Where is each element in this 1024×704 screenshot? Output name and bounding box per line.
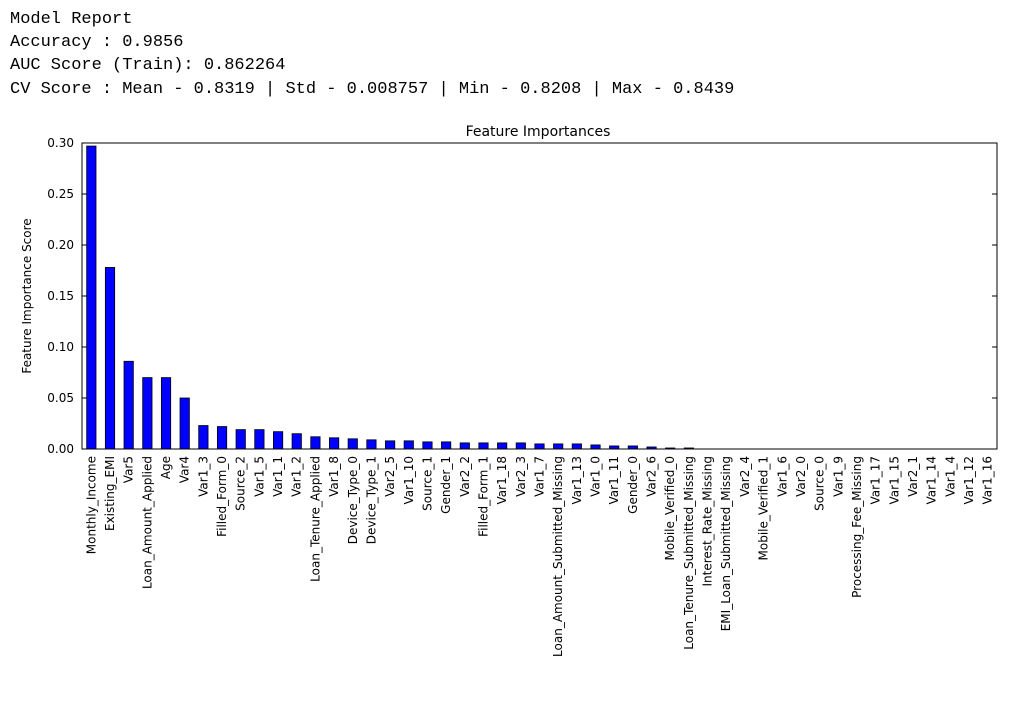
x-tick-label: Var1_11 — [607, 456, 621, 504]
x-tick-label: Interest_Rate_Missing — [701, 456, 715, 587]
x-tick-label: Age — [159, 456, 173, 479]
x-tick-label: EMI_Loan_Submitted_Missing — [719, 456, 733, 631]
x-tick-label: Mobile_Verified_1 — [757, 456, 771, 560]
x-tick-label: Var1_3 — [196, 456, 210, 497]
bar — [329, 437, 340, 450]
x-tick-label: Var1_15 — [887, 456, 901, 504]
y-tick-label: 0.10 — [47, 340, 74, 354]
bar — [273, 431, 284, 450]
report-line: Accuracy : 0.9856 — [10, 33, 183, 52]
y-axis-label: Feature Importance Score — [20, 218, 34, 373]
bar — [553, 443, 564, 450]
bar — [142, 377, 153, 450]
report-line: AUC Score (Train): 0.862264 — [10, 56, 285, 75]
x-tick-label: Filled_Form_0 — [215, 456, 229, 537]
x-tick-label: Device_Type_0 — [346, 456, 360, 544]
x-tick-label: Var1_17 — [869, 456, 883, 504]
x-tick-label: Var1_12 — [962, 456, 976, 504]
x-tick-label: Processing_Fee_Missing — [850, 456, 864, 598]
y-tick-label: 0.15 — [47, 289, 74, 303]
bar — [310, 436, 321, 450]
x-tick-label: Var1_8 — [327, 456, 341, 497]
bar — [216, 426, 228, 450]
x-tick-label: Device_Type_1 — [364, 456, 378, 544]
x-tick-label: Var1_18 — [495, 456, 509, 504]
y-tick-label: 0.30 — [47, 136, 74, 150]
x-tick-label: Var1_9 — [831, 456, 845, 497]
x-tick-label: Var5 — [122, 456, 136, 483]
x-tick-label: Var2_4 — [738, 456, 752, 497]
x-tick-label: Var1_4 — [943, 456, 957, 497]
bar — [590, 444, 601, 450]
x-tick-label: Var1_6 — [775, 456, 789, 497]
y-tick-label: 0.00 — [47, 442, 74, 456]
bar — [86, 145, 97, 450]
bar — [422, 441, 433, 450]
x-tick-label: Var1_2 — [290, 456, 304, 497]
bar — [385, 440, 396, 450]
bar — [403, 440, 414, 450]
bar — [123, 360, 134, 450]
bar — [254, 429, 265, 450]
x-tick-label: Var2_1 — [906, 456, 920, 497]
x-tick-label: Gender_1 — [439, 456, 453, 514]
x-tick-label: Loan_Amount_Submitted_Missing — [551, 456, 565, 657]
x-tick-label: Var1_1 — [271, 456, 285, 497]
bar — [179, 397, 190, 450]
x-tick-label: Var2_0 — [794, 456, 808, 497]
bar — [235, 429, 246, 450]
x-tick-label: Mobile_Verified_0 — [663, 456, 677, 560]
x-tick-label: Var1_10 — [402, 456, 416, 504]
bar — [160, 377, 172, 450]
bar — [347, 438, 358, 450]
bar — [291, 433, 302, 450]
x-tick-label: Var2_6 — [645, 456, 659, 497]
bar — [104, 267, 116, 450]
x-tick-label: Loan_Amount_Applied — [140, 456, 154, 589]
x-tick-label: Var1_13 — [570, 456, 584, 504]
bar — [497, 442, 508, 450]
bar — [441, 441, 452, 450]
bar — [478, 442, 489, 450]
x-tick-label: Var1_5 — [252, 456, 266, 497]
x-tick-label: Existing_EMI — [103, 456, 117, 531]
x-tick-label: Filled_Form_1 — [476, 456, 490, 537]
x-tick-label: Var2_2 — [458, 456, 472, 497]
report-line: Model Report — [10, 10, 132, 29]
x-tick-label: Gender_0 — [626, 456, 640, 514]
x-tick-label: Loan_Tenure_Submitted_Missing — [682, 456, 696, 650]
y-tick-label: 0.20 — [47, 238, 74, 252]
x-tick-label: Var2_5 — [383, 456, 397, 497]
y-tick-label: 0.05 — [47, 391, 74, 405]
report-line: CV Score : Mean - 0.8319 | Std - 0.00875… — [10, 80, 734, 99]
x-tick-label: Monthly_Income — [84, 456, 98, 554]
bar — [198, 425, 209, 450]
x-tick-label: Var2_3 — [514, 456, 528, 497]
plot-frame — [81, 142, 998, 450]
x-tick-label: Source_0 — [813, 456, 827, 511]
bar — [515, 442, 526, 450]
x-tick-label: Source_2 — [234, 456, 248, 511]
x-tick-label: Var1_16 — [981, 456, 995, 504]
x-tick-label: Var1_0 — [589, 456, 603, 497]
x-tick-label: Loan_Tenure_Applied — [308, 456, 322, 582]
y-tick-label: 0.25 — [47, 187, 74, 201]
bar — [366, 439, 377, 450]
bar — [534, 443, 545, 450]
x-tick-label: Var4 — [178, 456, 192, 483]
bar — [459, 442, 470, 450]
bar — [571, 443, 582, 450]
x-tick-label: Source_1 — [420, 456, 434, 511]
x-tick-label: Var1_7 — [533, 456, 547, 497]
chart-title: Feature Importances — [466, 124, 611, 140]
x-tick-label: Var1_14 — [925, 456, 939, 504]
